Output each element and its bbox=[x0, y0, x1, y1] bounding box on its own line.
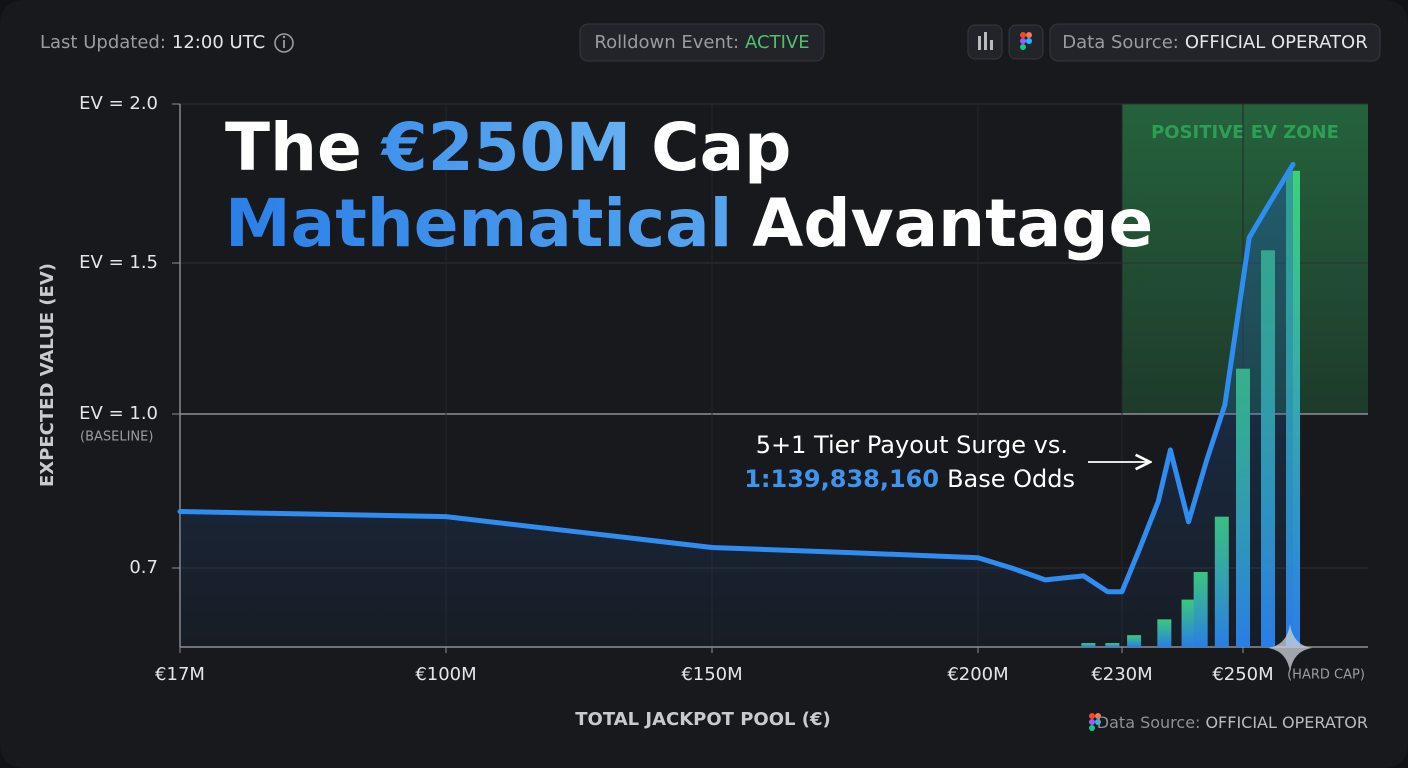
y-tick-label: 0.7 bbox=[129, 557, 158, 578]
event-pill bbox=[579, 23, 825, 62]
source-pill bbox=[1049, 23, 1381, 62]
x-tick-label: €230M bbox=[1091, 664, 1152, 685]
zone-label: POSITIVE EV ZONE bbox=[1151, 122, 1339, 143]
cap-sparkle bbox=[1268, 624, 1312, 672]
y-tick-label: EV = 1.0 bbox=[79, 403, 158, 424]
annotation-text: Base Odds bbox=[947, 465, 1075, 493]
x-tick-label: €17M bbox=[155, 664, 205, 685]
event-status: Rolldown Event: ACTIVE bbox=[594, 32, 809, 53]
title-highlight: €250M bbox=[380, 109, 631, 186]
x-tick-label: €250M bbox=[1212, 664, 1273, 685]
icon-bar bbox=[990, 40, 993, 50]
footer-source: Data Source: OFFICIAL OPERATOR bbox=[1097, 713, 1368, 732]
value: 12:00 UTC bbox=[172, 32, 265, 53]
footer-figma-icon bbox=[1089, 713, 1101, 731]
x-tick-label: €100M bbox=[415, 664, 476, 685]
figma-button[interactable] bbox=[1008, 24, 1044, 60]
title-highlight: Mathematical bbox=[225, 185, 732, 262]
icon-bar bbox=[978, 36, 981, 50]
data-source: Data Source: OFFICIAL OPERATOR bbox=[1062, 32, 1367, 53]
odds: 1:139,838,160 bbox=[744, 465, 939, 493]
title-part: Advantage bbox=[752, 185, 1153, 262]
value: OFFICIAL OPERATOR bbox=[1205, 713, 1368, 732]
x-tick-label: €200M bbox=[947, 664, 1008, 685]
info-icon[interactable] bbox=[274, 33, 294, 53]
label: Data Source: bbox=[1097, 713, 1201, 732]
title-line-2: Mathematical Advantage bbox=[225, 185, 1153, 262]
info-icon-dot bbox=[282, 35, 286, 39]
baseline-note: (BASELINE) bbox=[80, 430, 153, 445]
annotation-line-2: 1:139,838,160 Base Odds bbox=[744, 465, 1075, 493]
y-axis-title: EXPECTED VALUE (EV) bbox=[37, 263, 58, 487]
line bbox=[177, 161, 1296, 595]
icon-bar bbox=[984, 32, 987, 50]
label: Rolldown Event: bbox=[594, 32, 739, 53]
title-part: The bbox=[225, 109, 362, 186]
title-part: Cap bbox=[651, 109, 791, 186]
y-tick-label: EV = 1.5 bbox=[79, 252, 158, 273]
y-tick-label: EV = 2.0 bbox=[79, 93, 158, 114]
value: ACTIVE bbox=[745, 32, 810, 53]
label: Last Updated: bbox=[40, 32, 166, 53]
x-tick-label: €150M bbox=[681, 664, 742, 685]
annotation-line-1: 5+1 Tier Payout Surge vs. bbox=[756, 431, 1068, 459]
plot: POSITIVE EV ZONE 0.7 EV = 1.0 (BASELINE) EV … bbox=[79, 93, 1368, 685]
x-axis-title: TOTAL JACKPOT POOL (€) bbox=[575, 709, 830, 730]
label: Data Source: bbox=[1062, 32, 1179, 53]
value: OFFICIAL OPERATOR bbox=[1185, 32, 1368, 53]
title-line-1: The €250M Cap bbox=[225, 109, 791, 186]
figma-icon bbox=[1020, 32, 1032, 50]
last-updated: Last Updated: 12:00 UTC bbox=[40, 32, 265, 53]
line-area bbox=[180, 164, 1293, 648]
cap-note: (HARD CAP) bbox=[1287, 668, 1365, 683]
